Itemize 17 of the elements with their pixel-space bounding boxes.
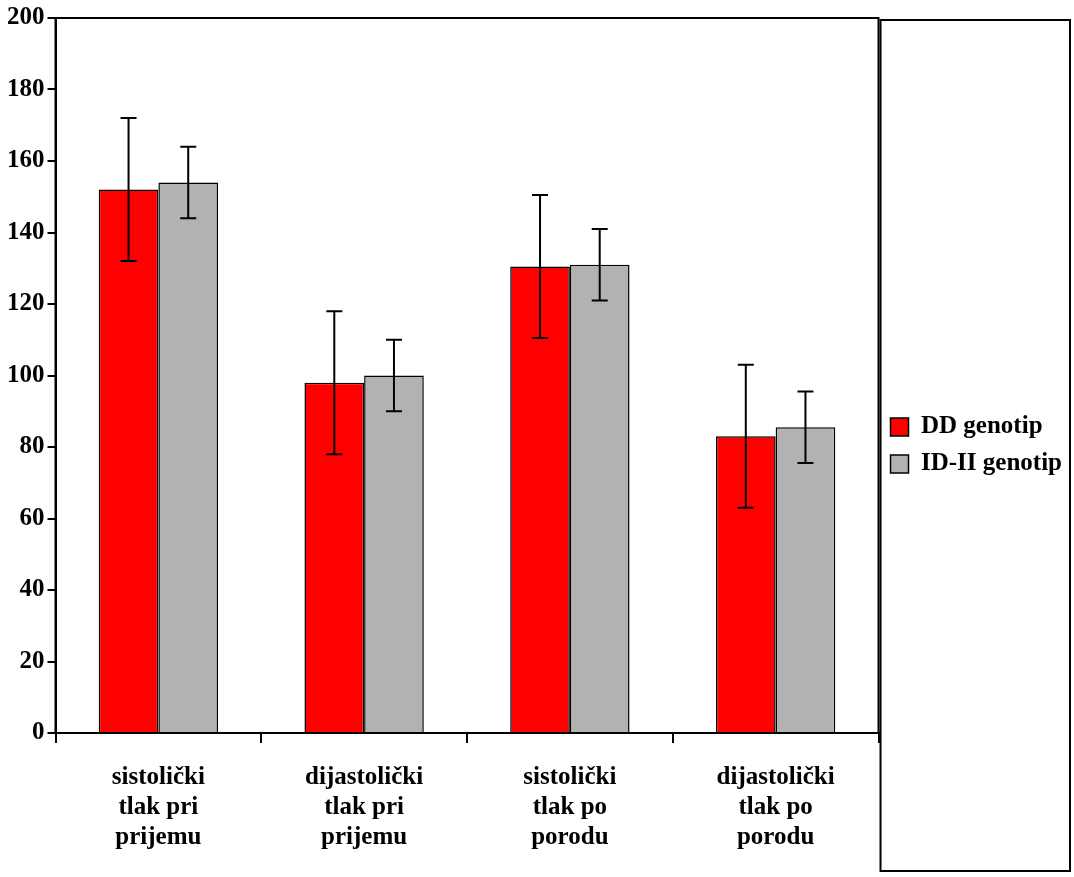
x-tick-label: sistolički tlak pri prijemu — [111, 762, 205, 850]
y-tick-label: 160 — [7, 145, 45, 173]
x-tick-label: dijastolički tlak po porodu — [716, 762, 835, 850]
y-tick-label: 20 — [19, 645, 45, 673]
y-tick-label: 60 — [19, 502, 45, 530]
legend-label: ID-II genotip — [921, 448, 1063, 476]
y-tick-label: 200 — [7, 2, 45, 30]
x-tick-label: dijastolički tlak pri prijemu — [305, 762, 424, 850]
y-tick-label: 40 — [19, 574, 45, 602]
y-tick-label: 140 — [7, 216, 45, 244]
y-tick-label: 0 — [32, 717, 45, 745]
legend-label: DD genotip — [921, 411, 1043, 439]
y-tick-label: 100 — [7, 359, 45, 387]
y-tick-label: 80 — [19, 431, 45, 459]
y-tick-label: 180 — [7, 73, 45, 101]
y-tick-label: 120 — [7, 288, 45, 316]
x-tick-label: sistolički tlak po porodu — [523, 762, 617, 850]
